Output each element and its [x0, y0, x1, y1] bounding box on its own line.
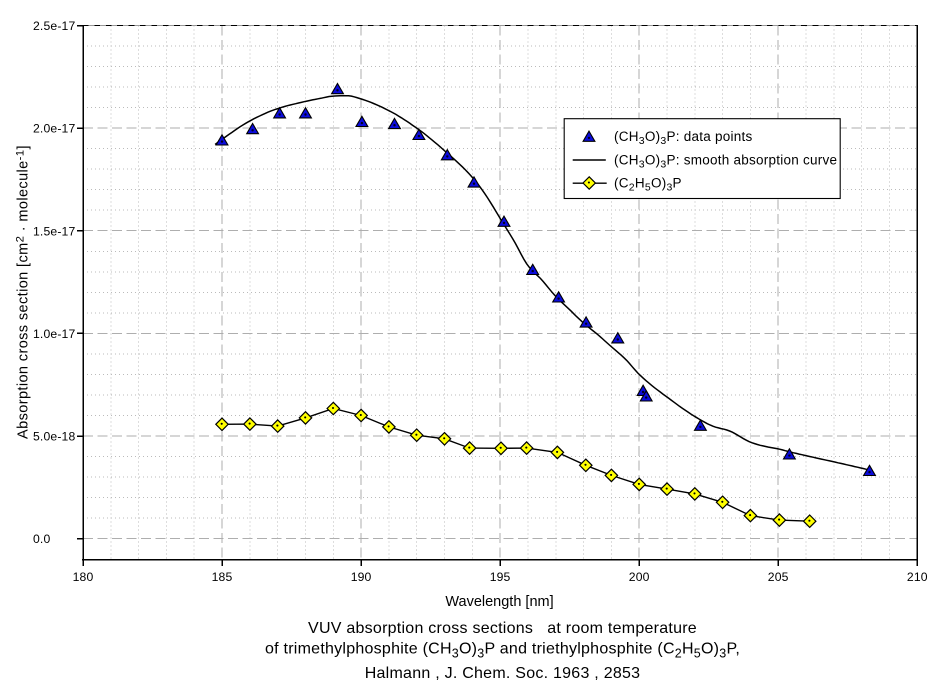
svg-text:(CH3O)3P: data points: (CH3O)3P: data points — [614, 129, 753, 147]
svg-text:2.0e-17: 2.0e-17 — [33, 122, 75, 136]
svg-text:(CH3O)3P: smooth absorption cu: (CH3O)3P: smooth absorption curve — [614, 152, 837, 170]
svg-text:(C2H5O)3P: (C2H5O)3P — [614, 176, 682, 194]
svg-text:1.5e-17: 1.5e-17 — [33, 224, 75, 238]
svg-text:5.0e-18: 5.0e-18 — [33, 430, 75, 444]
svg-text:VUV absorption cross sections: VUV absorption cross sections at room te… — [308, 620, 697, 637]
svg-text:180: 180 — [73, 570, 94, 584]
svg-text:Absorption cross section [cm2: Absorption cross section [cm2 · molecule… — [15, 145, 32, 439]
svg-text:of trimethylphosphite (CH3O)3P: of trimethylphosphite (CH3O)3P and triet… — [265, 641, 740, 661]
svg-text:205: 205 — [768, 570, 789, 584]
svg-text:2.5e-17: 2.5e-17 — [33, 19, 75, 33]
svg-text:210: 210 — [907, 570, 928, 584]
svg-text:185: 185 — [212, 570, 233, 584]
svg-text:Wavelength [nm]: Wavelength [nm] — [445, 594, 553, 610]
svg-text:Halmann , J. Chem. Soc. 1963 ,: Halmann , J. Chem. Soc. 1963 , 2853 — [365, 665, 641, 682]
svg-text:1.0e-17: 1.0e-17 — [33, 327, 75, 341]
svg-text:200: 200 — [629, 570, 650, 584]
svg-text:190: 190 — [351, 570, 372, 584]
svg-text:0.0: 0.0 — [33, 532, 50, 546]
svg-text:195: 195 — [490, 570, 511, 584]
